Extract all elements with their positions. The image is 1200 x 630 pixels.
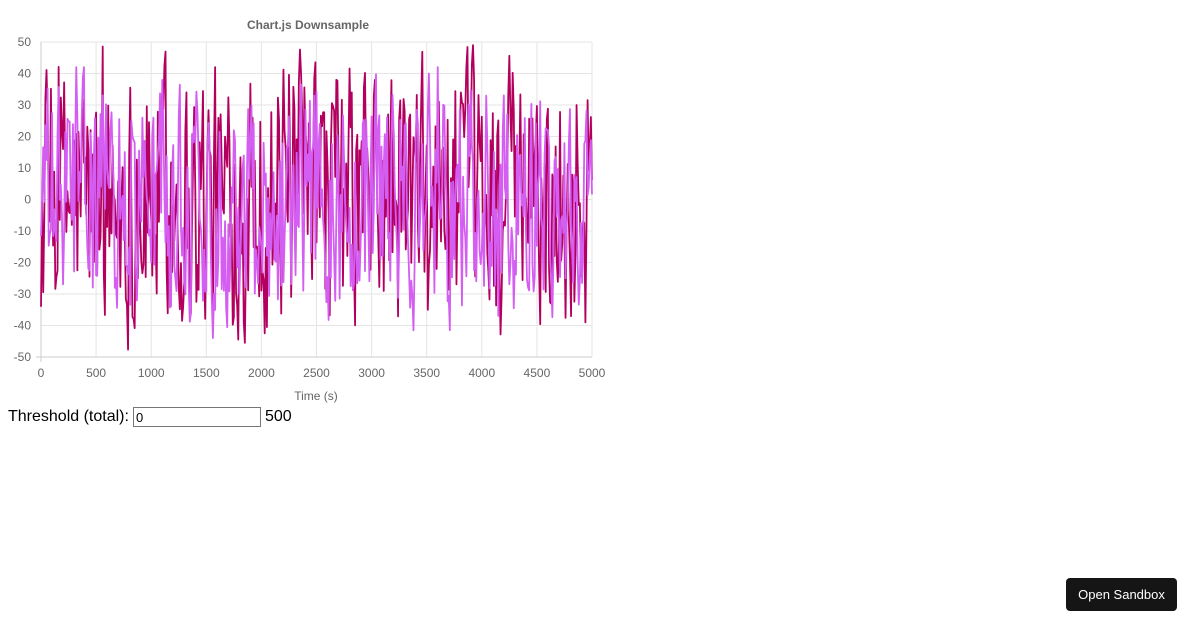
threshold-input[interactable]	[132, 407, 261, 427]
y-tick-label: -20	[14, 256, 32, 270]
x-tick-label: 500	[86, 366, 106, 380]
y-tick-label: 10	[18, 161, 32, 175]
x-tick-label: 4000	[468, 366, 495, 380]
x-tick-label: 3500	[413, 366, 440, 380]
open-sandbox-button[interactable]: Open Sandbox	[1066, 578, 1177, 611]
data-series-line	[40, 66, 593, 340]
y-tick-label: -40	[14, 319, 32, 333]
y-tick-label: -10	[14, 224, 32, 238]
x-tick-label: 2500	[303, 366, 330, 380]
threshold-controls: Threshold (total): 500	[8, 407, 292, 427]
y-tick-label: 0	[24, 193, 31, 207]
y-tick-label: -30	[14, 287, 32, 301]
y-tick-label: 20	[18, 130, 32, 144]
threshold-label: Threshold (total):	[8, 408, 129, 425]
data-series-line	[40, 44, 593, 351]
x-tick-label: 5000	[579, 366, 606, 380]
x-tick-label: 3000	[358, 366, 385, 380]
x-tick-label: 1500	[193, 366, 220, 380]
x-axis-label: Time (s)	[294, 389, 338, 403]
y-tick-label: -50	[14, 350, 32, 364]
y-tick-label: 30	[18, 98, 32, 112]
line-chart-canvas: Chart.js Downsample 50 40 30 20 10 0 -10 -20 -30 -…	[14, 18, 606, 403]
total-value: 500	[264, 408, 292, 425]
chart-title: Chart.js Downsample	[247, 18, 369, 32]
x-tick-label: 0	[38, 366, 45, 380]
chart: Chart.js Downsample 50 40 30 20 10 0 -10 -20 -30 -…	[0, 0, 610, 405]
y-tick-label: 50	[18, 35, 32, 49]
x-tick-label: 4500	[524, 366, 551, 380]
x-tick-label: 2000	[248, 366, 275, 380]
y-tick-label: 40	[18, 67, 32, 81]
x-tick-label: 1000	[138, 366, 165, 380]
